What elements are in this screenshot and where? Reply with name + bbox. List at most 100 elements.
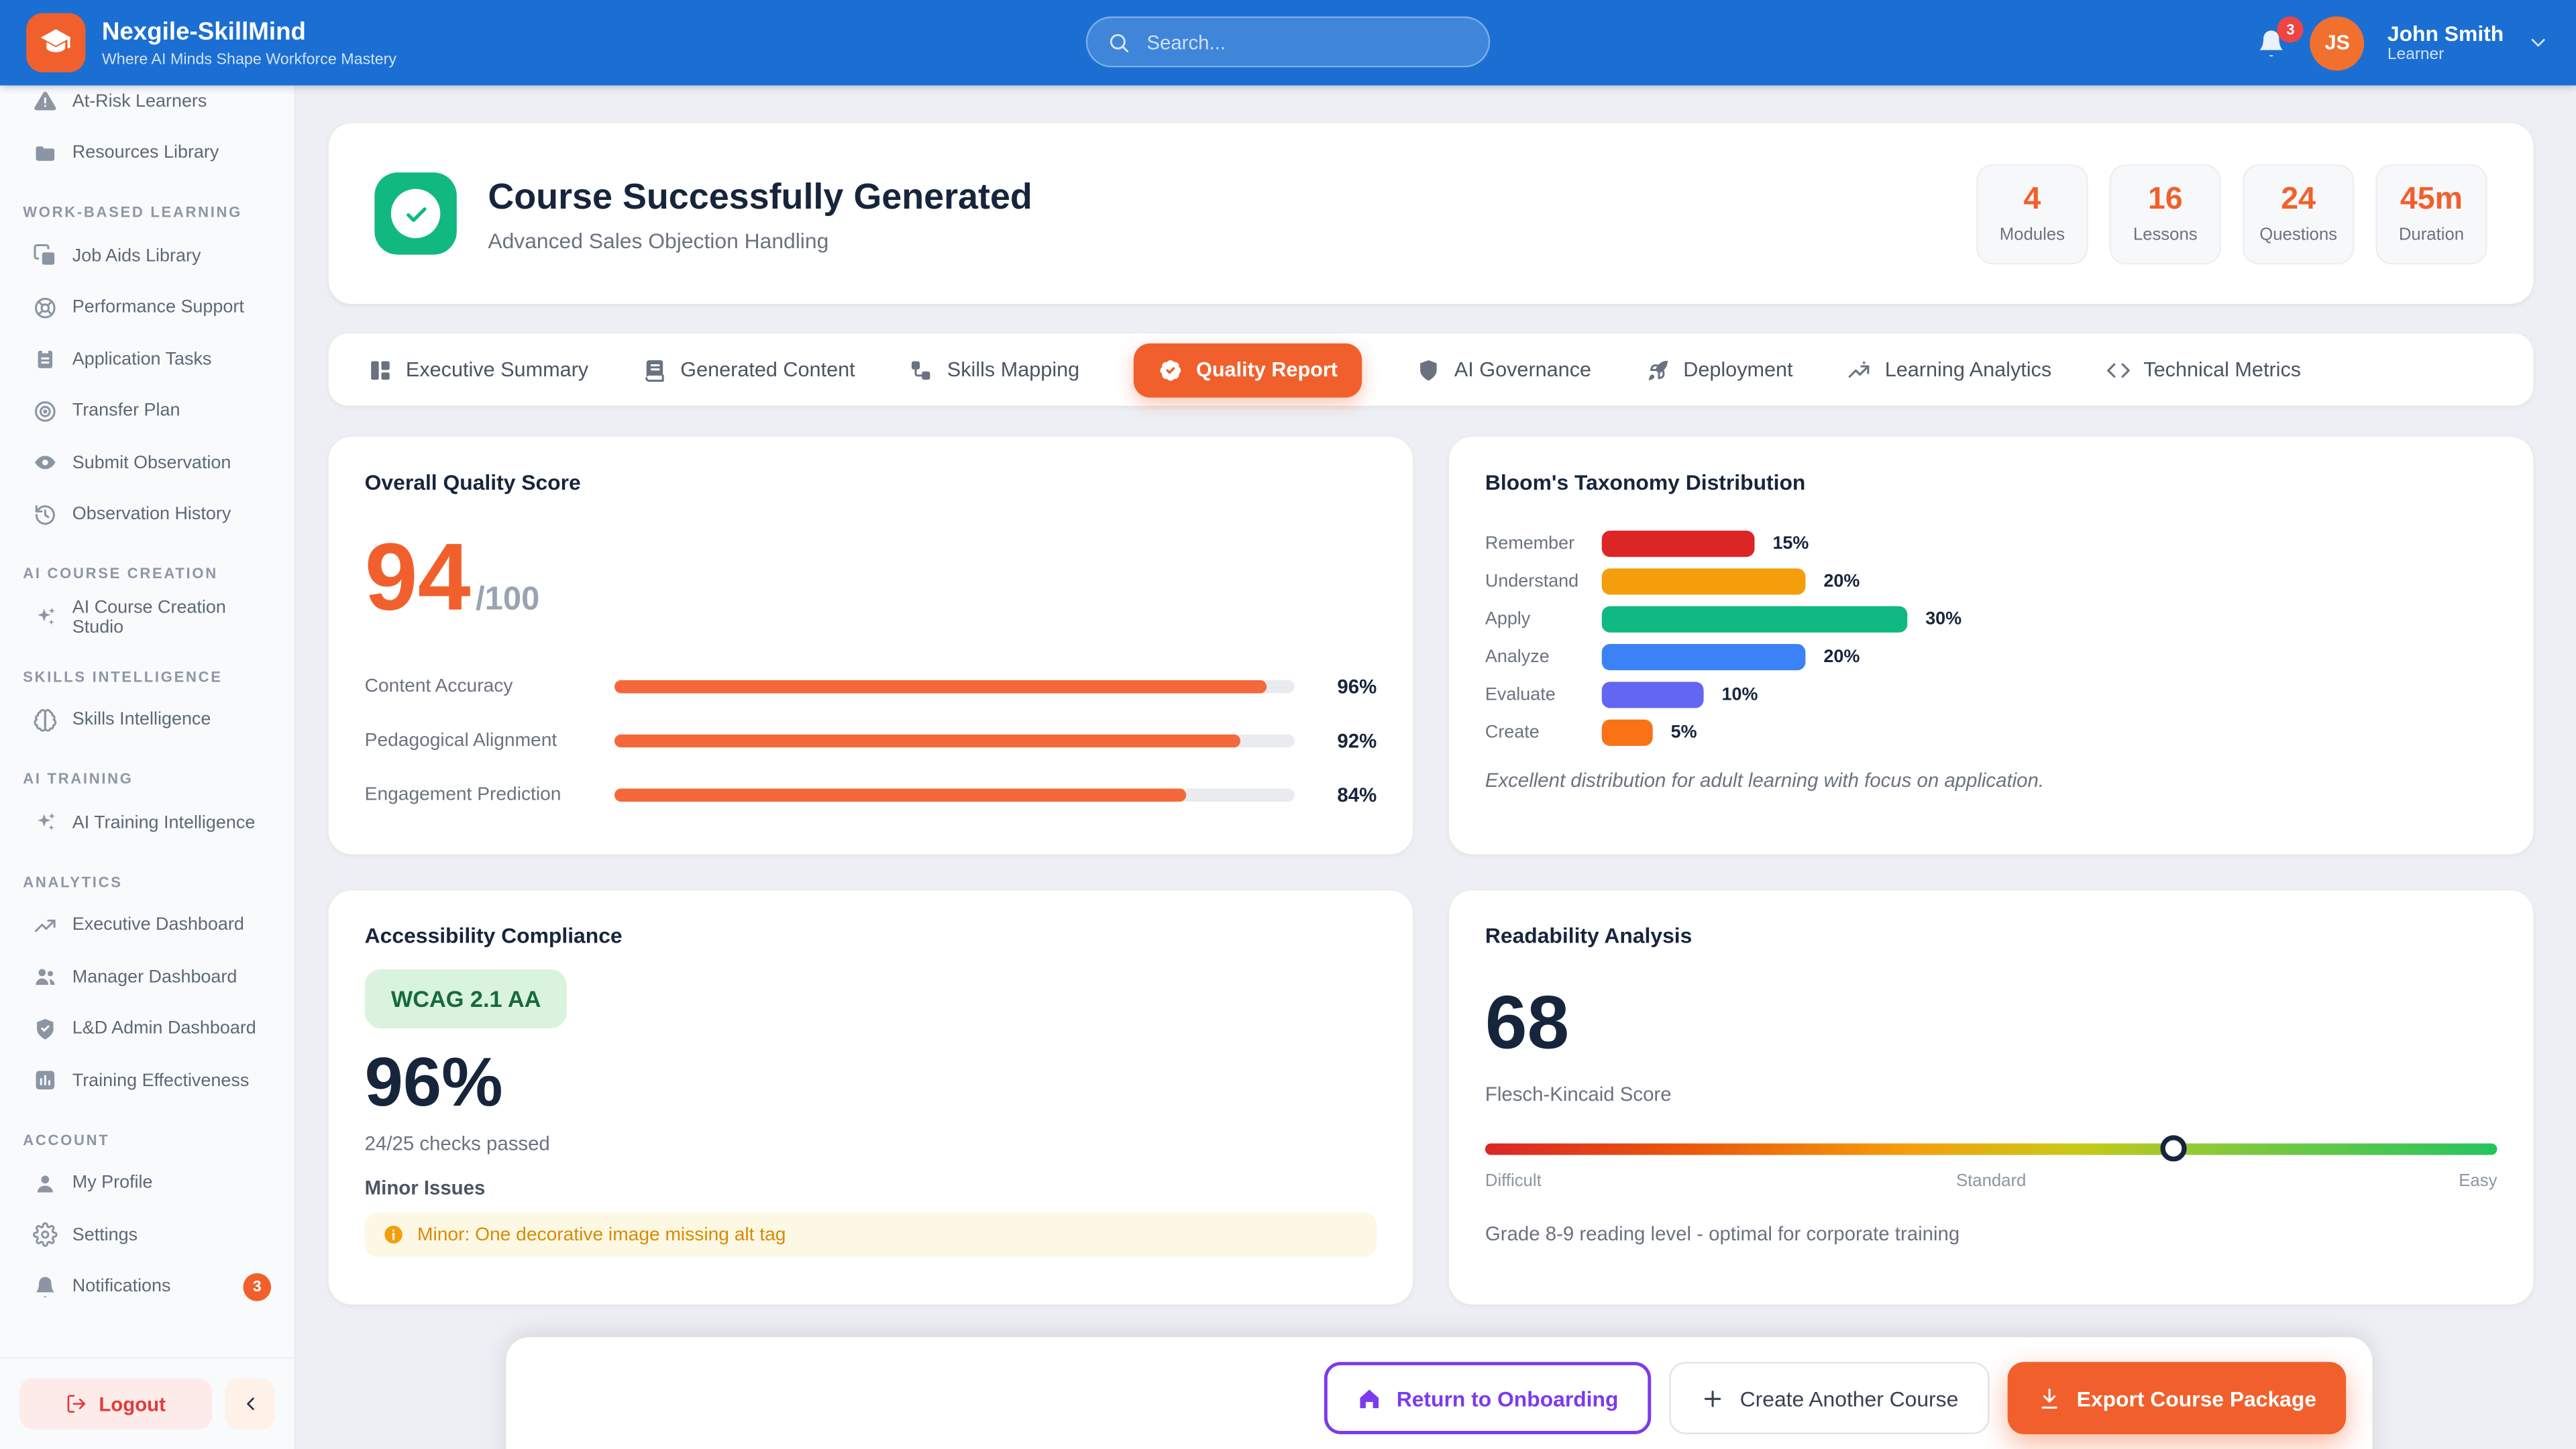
blooms-taxonomy-card: Bloom's Taxonomy Distribution Remember 1… (1449, 437, 2534, 855)
bar-chart-icon (33, 1068, 58, 1093)
sidebar-section-account: ACCOUNT (23, 1131, 110, 1148)
sidebar-item-label: AI Training Intelligence (72, 812, 256, 833)
header-right: 3 JS John Smith Learner (2256, 15, 2550, 70)
bloom-bar (1601, 719, 1653, 746)
sidebar-item-settings[interactable]: Settings (19, 1209, 277, 1260)
tab-label: AI Governance (1454, 358, 1592, 382)
sparkles-icon (33, 605, 58, 630)
notifications-bell-button[interactable]: 3 (2256, 15, 2304, 58)
logout-button[interactable]: Logout (19, 1378, 212, 1430)
chevron-down-icon[interactable] (2527, 32, 2550, 54)
sidebar-item-manager-dashboard[interactable]: Manager Dashboard (19, 951, 277, 1003)
sidebar-item-job-aids-library[interactable]: Job Aids Library (19, 230, 277, 282)
user-name: John Smith (2387, 21, 2504, 46)
sidebar-item-notifications[interactable]: Notifications 3 (19, 1261, 277, 1313)
sidebar-item-resources-library[interactable]: Resources Library (19, 127, 277, 179)
sidebar-item-performance-support[interactable]: Performance Support (19, 282, 277, 333)
download-icon (2037, 1386, 2062, 1411)
stat-lessons: 16 Lessons (2109, 163, 2222, 264)
tab-ai-governance[interactable]: AI Governance (1417, 358, 1592, 382)
sidebar-collapse-button[interactable] (225, 1378, 274, 1430)
home-icon (1357, 1386, 1382, 1411)
progress-track (614, 734, 1295, 748)
bloom-value: 5% (1670, 722, 1697, 743)
logout-label: Logout (99, 1392, 166, 1415)
sidebar-item-skills-intelligence[interactable]: Skills Intelligence (19, 694, 277, 746)
stat-label: Lessons (2133, 225, 2198, 245)
quality-metrics: Content Accuracy 96% Pedagogical Alignme… (365, 676, 1377, 807)
gear-icon (33, 1222, 58, 1248)
bloom-value: 15% (1772, 533, 1809, 554)
sidebar-notification-badge: 3 (243, 1273, 272, 1301)
tab-generated-content[interactable]: Generated Content (643, 358, 855, 382)
readability-slider-knob[interactable] (2160, 1135, 2187, 1162)
brand-text: Nexgile-SkillMind Where AI Minds Shape W… (102, 17, 396, 68)
alert-triangle-icon (33, 89, 58, 114)
sidebar-item-observation-history[interactable]: Observation History (19, 489, 277, 541)
tab-label: Technical Metrics (2143, 358, 2302, 382)
sidebar-item-ai-training-intelligence[interactable]: AI Training Intelligence (19, 797, 277, 849)
stat-label: Questions (2259, 225, 2338, 245)
tab-technical-metrics[interactable]: Technical Metrics (2106, 358, 2301, 382)
plus-icon (1701, 1386, 1725, 1411)
tab-deployment[interactable]: Deployment (1646, 358, 1793, 382)
sidebar-item-executive-dashboard[interactable]: Executive Dashboard (19, 900, 277, 951)
pages-icon (33, 244, 58, 268)
sidebar-item-label: My Profile (72, 1173, 153, 1193)
bloom-label: Remember (1485, 533, 1575, 554)
search-bar[interactable] (1085, 16, 1491, 68)
avatar[interactable]: JS (2310, 15, 2365, 70)
trend-sparkle-icon (1847, 358, 1872, 382)
sidebar-item-ai-course-creation-studio[interactable]: AI Course Creation Studio (19, 592, 277, 643)
trending-up-icon (33, 913, 58, 938)
metric-label: Content Accuracy (364, 676, 513, 697)
tab-learning-analytics[interactable]: Learning Analytics (1847, 358, 2051, 382)
tab-label: Quality Report (1196, 358, 1338, 382)
sidebar-item-my-profile[interactable]: My Profile (19, 1157, 277, 1209)
export-course-package-button[interactable]: Export Course Package (2007, 1362, 2347, 1434)
sidebar-item-training-effectiveness[interactable]: Training Effectiveness (19, 1055, 277, 1106)
metric-value: 92% (1337, 729, 1377, 753)
sidebar-item-transfer-plan[interactable]: Transfer Plan (19, 385, 277, 437)
history-clock-icon (33, 502, 58, 527)
bloom-label: Understand (1485, 572, 1579, 592)
cards-grid: Overall Quality Score 94 /100 Content Ac… (328, 437, 2534, 1305)
bloom-label: Evaluate (1485, 685, 1556, 705)
course-success-card: Course Successfully Generated Advanced S… (328, 123, 2534, 305)
logout-icon (66, 1393, 87, 1415)
lifebuoy-icon (33, 295, 58, 320)
rocket-icon (1646, 358, 1670, 382)
readability-slider (1485, 1135, 2498, 1162)
bloom-label: Analyze (1485, 647, 1550, 667)
metric-value: 84% (1337, 784, 1377, 807)
stat-label: Modules (1999, 225, 2065, 245)
tab-skills-mapping[interactable]: Skills Mapping (909, 358, 1079, 382)
tab-quality-report[interactable]: Quality Report (1133, 342, 1362, 397)
sidebar-item-label: Application Tasks (72, 350, 212, 370)
tab-label: Skills Mapping (947, 358, 1080, 382)
sidebar-item-ld-admin-dashboard[interactable]: L&D Admin Dashboard (19, 1003, 277, 1055)
stat-value: 4 (2023, 182, 2041, 217)
users-icon (33, 965, 58, 989)
return-to-onboarding-button[interactable]: Return to Onboarding (1324, 1362, 1652, 1434)
scale-label-easy: Easy (2459, 1171, 2498, 1191)
sidebar-section-analytics: ANALYTICS (23, 873, 123, 890)
stat-label: Duration (2398, 225, 2465, 245)
progress-track (614, 680, 1295, 694)
readability-annotation: Grade 8-9 reading level - optimal for co… (1485, 1222, 1960, 1246)
metric-value: 96% (1337, 675, 1377, 698)
user-info[interactable]: John Smith Learner (2387, 21, 2504, 64)
scale-label-difficult: Difficult (1485, 1171, 1542, 1191)
search-input[interactable] (1143, 28, 1469, 56)
sidebar-item-label: Notifications (72, 1277, 171, 1297)
tab-executive-summary[interactable]: Executive Summary (368, 358, 588, 382)
sidebar-item-application-tasks[interactable]: Application Tasks (19, 333, 277, 385)
sidebar-section-ai-course-creation: AI COURSE CREATION (23, 565, 218, 582)
sidebar-item-at-risk-learners[interactable]: At-Risk Learners (19, 76, 277, 127)
progress-fill (614, 680, 1268, 694)
sidebar-footer: Logout (0, 1356, 294, 1449)
brand: Nexgile-SkillMind Where AI Minds Shape W… (26, 13, 396, 72)
sidebar-item-submit-observation[interactable]: Submit Observation (19, 437, 277, 488)
workflow-icon (909, 358, 934, 382)
create-another-course-button[interactable]: Create Another Course (1669, 1362, 1990, 1434)
